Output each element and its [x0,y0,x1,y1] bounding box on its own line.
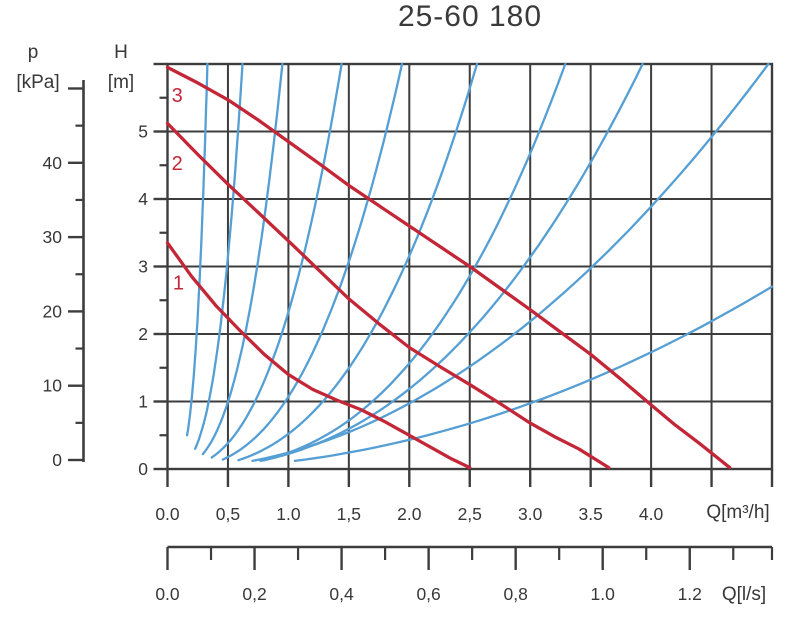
head-axis: H [m] 0 1 2 3 4 5 [108,42,168,479]
flow-ls-tick-label: 0,4 [329,584,354,604]
flow-ls-axis: 0.0 0,2 0,4 0,6 0,8 1.0 1.2 Q[l/s] [155,545,774,605]
flow-m3h-axis: 0.0 0,5 1.0 1,5 2.0 2,5 3.0 3.5 4.0 Q[m³/h] [155,469,774,524]
flow-m3h-axis-unit: Q[m³/h] [706,502,769,523]
flow-m3h-tick-label: 2.0 [397,504,422,524]
pressure-axis-unit: [kPa] [16,72,59,93]
pump-curve-label-3: 3 [172,85,183,107]
pressure-axis: p [kPa] 0 10 20 30 40 [16,42,85,470]
flow-ls-axis-unit: Q[l/s] [722,584,766,605]
system-curve [262,62,567,462]
flow-m3h-tick-label: 0,5 [216,504,240,524]
flow-ls-tick-label: 0,2 [242,584,266,604]
flow-m3h-tick-label: 3.5 [578,504,602,524]
system-curve [193,62,244,450]
system-curve [210,62,343,459]
pressure-tick-label: 20 [43,301,63,321]
flow-m3h-tick-label: 2,5 [458,504,482,524]
flow-m3h-tick-label: 1.0 [276,504,301,524]
system-curve [251,62,770,463]
pump-curve-speed-1 [165,241,472,470]
pressure-tick-label: 0 [52,450,62,470]
chart-title: 25-60 180 [397,0,543,33]
flow-ls-tick-label: 0,8 [503,584,527,604]
system-curve [221,62,404,461]
head-tick-label: 2 [138,324,148,344]
system-curve [185,62,209,437]
head-tick-label: 0 [138,459,148,479]
head-tick-label: 5 [138,122,148,142]
head-axis-unit: [m] [108,72,134,93]
head-axis-name: H [114,42,128,63]
flow-ls-tick-label: 1.2 [678,584,702,604]
pump-curve-speed-2 [165,121,611,470]
flow-ls-tick-label: 0,6 [416,584,440,604]
flow-m3h-tick-label: 3.0 [518,504,543,524]
head-tick-label: 4 [138,189,148,209]
flow-m3h-tick-label: 0.0 [155,504,180,524]
flow-ls-tick-label: 1.0 [591,584,616,604]
pressure-tick-label: 40 [43,153,63,173]
flow-m3h-tick-label: 4.0 [639,504,664,524]
pressure-tick-label: 30 [43,227,63,247]
grid [167,64,772,469]
pump-curve-speed-3 [165,65,732,470]
pump-curve-label-1: 1 [173,273,184,295]
head-tick-label: 1 [138,392,148,412]
pump-curve-label-2: 2 [172,153,183,175]
pressure-axis-name: p [28,42,39,63]
system-curve [201,62,284,456]
flow-ls-tick-label: 0.0 [155,584,180,604]
head-tick-label: 3 [138,257,148,277]
system-curve [293,285,774,463]
pump-curves: 1 2 3 [165,65,732,470]
system-curve [237,62,479,462]
system-curves [185,62,774,463]
flow-m3h-tick-label: 1,5 [337,504,361,524]
pressure-tick-label: 10 [43,376,63,396]
